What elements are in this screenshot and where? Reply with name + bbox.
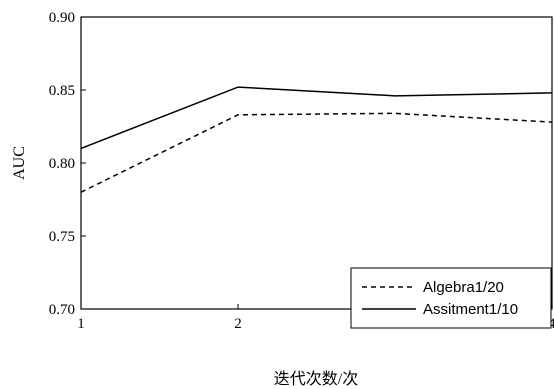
series-layer	[80, 86, 553, 193]
x-tick-label: 1	[77, 316, 85, 332]
series-line-algebra	[80, 112, 553, 193]
y-tick-label: 0.70	[49, 302, 75, 318]
series-line-assitment	[80, 86, 553, 150]
y-axis-title: AUC	[11, 146, 28, 180]
y-tick-label: 0.75	[49, 229, 75, 245]
y-tick-label: 0.85	[49, 83, 75, 99]
legend-label-algebra: Algebra1/20	[423, 279, 504, 296]
legend-box	[350, 267, 552, 329]
plot-area-frame	[80, 16, 553, 310]
x-axis-title: 迭代次数/次	[274, 370, 358, 388]
y-tick-label: 0.90	[49, 10, 75, 26]
legend: Algebra1/20 Assitment1/10	[350, 267, 552, 329]
y-tick-label: 0.80	[49, 156, 75, 172]
x-tick-label: 2	[234, 316, 242, 332]
legend-label-assitment: Assitment1/10	[423, 301, 518, 318]
y-ticks: 0.70 0.75 0.80 0.85 0.90	[49, 10, 86, 318]
